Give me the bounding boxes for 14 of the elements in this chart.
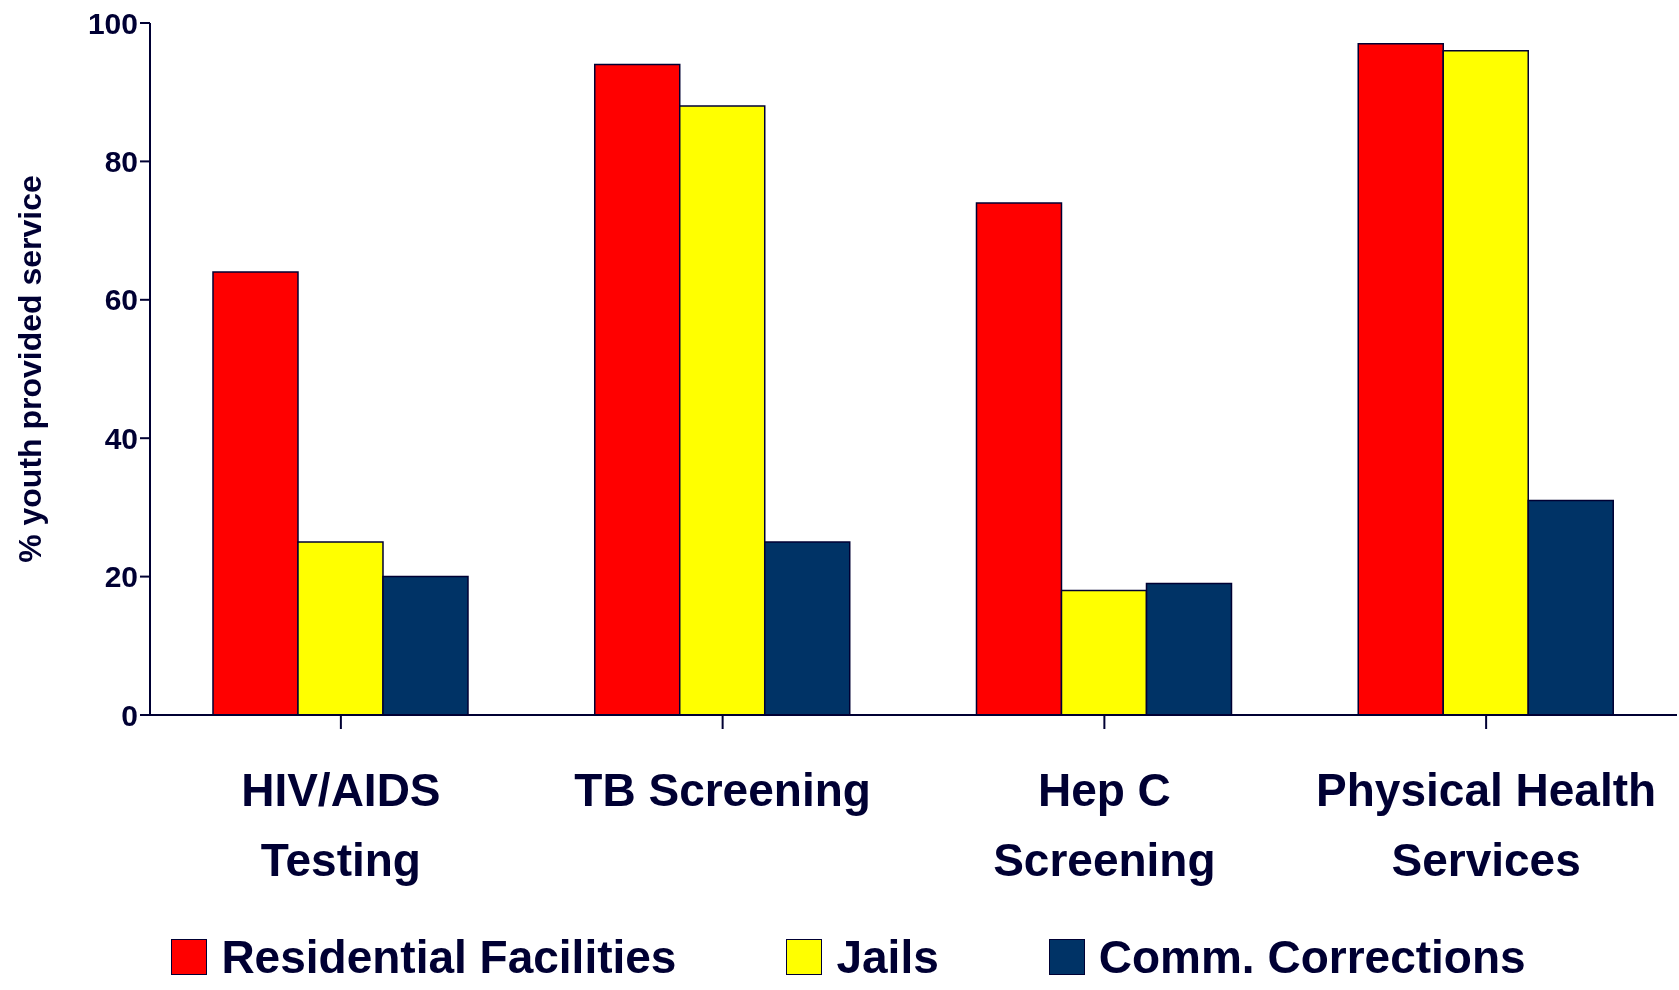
- legend-label: Residential Facilities: [221, 930, 677, 984]
- y-tick-label: 0: [121, 698, 138, 732]
- y-tick-label: 80: [104, 145, 138, 179]
- y-tick-label: 100: [87, 6, 138, 40]
- y-axis-title: % youth provided service: [12, 175, 49, 563]
- y-tick-label: 20: [104, 560, 138, 594]
- x-tick-label: HIV/AIDS Testing: [241, 764, 441, 886]
- x-tick-label: TB Screening: [574, 764, 871, 816]
- x-tick-label: Physical Health Services: [1316, 764, 1657, 886]
- y-tick-label: 40: [104, 421, 138, 455]
- legend-label: Jails: [836, 930, 939, 984]
- x-tick-label: Hep C Screening: [993, 764, 1216, 886]
- legend-label: Comm. Corrections: [1098, 930, 1526, 984]
- y-tick-label: 60: [104, 283, 138, 317]
